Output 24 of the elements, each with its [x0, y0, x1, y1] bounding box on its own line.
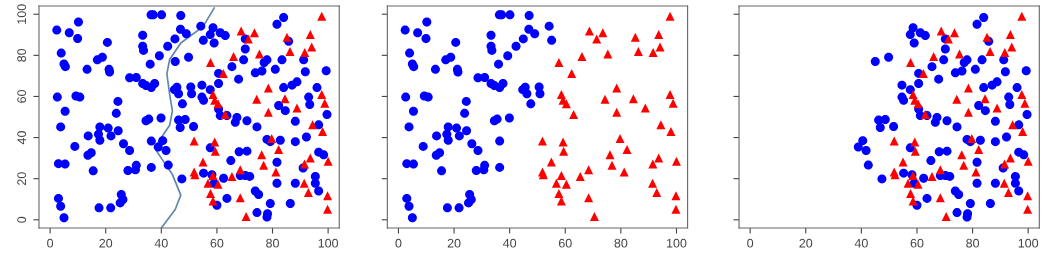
x-tick-label: 40 [854, 238, 868, 248]
x-tick-label: 0 [395, 238, 402, 248]
x-tick-label: 100 [667, 238, 687, 248]
x-tick-label: 80 [266, 238, 279, 248]
x-tick-label: 40 [503, 238, 517, 248]
x-tick-label: 20 [799, 238, 813, 248]
x-tick-label: 0 [747, 238, 754, 248]
y-tick-label: 0 [17, 216, 27, 223]
x-tick-label: 0 [47, 238, 54, 248]
x-tick-label: 20 [99, 238, 113, 248]
x-tick-label: 60 [558, 238, 572, 248]
x-tick-label: 40 [154, 238, 168, 248]
x-tick-label: 80 [966, 238, 980, 248]
x-tick-label: 60 [910, 238, 924, 248]
y-tick-label: 40 [17, 131, 27, 145]
x-tick-label: 100 [318, 238, 339, 248]
y-tick-label: 20 [17, 172, 27, 185]
x-tick-label: 100 [1018, 238, 1039, 248]
x-tick-label: 60 [210, 238, 224, 248]
x-tick-label: 80 [614, 238, 628, 248]
y-tick-label: 60 [17, 89, 27, 103]
x-tick-label: 20 [447, 238, 461, 248]
y-tick-label: 100 [17, 4, 27, 24]
y-tick-label: 80 [17, 48, 27, 62]
